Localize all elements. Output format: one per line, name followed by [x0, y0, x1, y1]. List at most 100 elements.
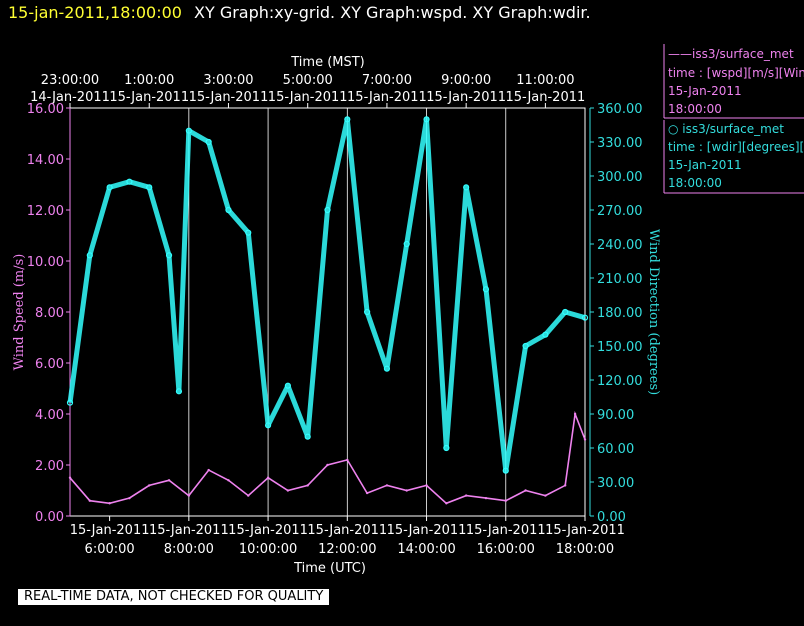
left-axis-label: Wind Speed (m/s): [12, 254, 27, 371]
wspd-point: [464, 494, 468, 497]
right-tick-label: 150.00: [597, 340, 643, 355]
bottom-tick-time: 10:00:00: [239, 542, 297, 557]
top-tick-date: 15-Jan-2011: [426, 90, 506, 105]
title-graphs: XY Graph:xy-grid. XY Graph:wspd. XY Grap…: [194, 3, 591, 22]
title-date: 15-jan-2011,18:00:00: [8, 3, 182, 22]
right-tick-label: 90.00: [597, 408, 634, 423]
top-tick-date: 15-Jan-2011: [109, 90, 189, 105]
right-tick-label: 180.00: [597, 306, 643, 321]
left-tick-label: 16.00: [27, 102, 64, 117]
legend-wspd-line4: 18:00:00: [668, 102, 722, 116]
legend-wspd-line1: ——iss3/surface_met: [668, 47, 794, 61]
top-axis-ticks: 23:00:00 14-Jan-2011 1:00:00 15-Jan-2011 3:0…: [30, 73, 585, 108]
wspd-point: [484, 496, 488, 500]
wspd-point: [326, 463, 329, 467]
wspd-point: [306, 484, 309, 487]
wspd-point: [385, 484, 389, 487]
top-tick-date: 15-Jan-2011: [189, 90, 269, 105]
right-axis-label: Wind Direction (degrees): [646, 229, 661, 395]
top-axis-label: Time (MST): [290, 55, 365, 70]
wspd-point: [207, 468, 210, 472]
top-tick-date: 14-Jan-2011: [30, 90, 110, 105]
bottom-tick-date: 15-Jan-2011: [70, 523, 150, 538]
left-tick-label: 12.00: [27, 204, 64, 219]
bottom-tick-date: 15-Jan-2011: [387, 523, 467, 538]
top-tick-date: 15-Jan-2011: [268, 90, 348, 105]
wspd-point: [544, 494, 547, 497]
bottom-tick-date: 15-Jan-2011: [466, 523, 546, 538]
wspd-point: [445, 502, 448, 505]
top-tick-time: 23:00:00: [41, 73, 99, 88]
wspd-point: [247, 494, 250, 497]
wspd-point: [583, 438, 587, 441]
bottom-tick-time: 18:00:00: [556, 542, 614, 557]
wspd-point: [405, 489, 408, 492]
right-axis-ticks: 0.00 30.00 60.00 90.00 120.00 150.00 180.00 210…: [590, 102, 643, 525]
wdir-trace: [67, 116, 586, 474]
legend-wdir-line1: ○ iss3/surface_met: [668, 122, 784, 136]
bottom-tick-time: 8:00:00: [164, 542, 214, 557]
bottom-tick-time: 16:00:00: [477, 542, 535, 557]
top-tick-time: 7:00:00: [362, 73, 412, 88]
wspd-point: [504, 499, 507, 502]
bottom-tick-date: 15-Jan-2011: [149, 523, 229, 538]
right-tick-label: 270.00: [597, 204, 643, 219]
right-tick-label: 360.00: [597, 102, 643, 117]
wspd-series: [68, 410, 587, 505]
right-tick-label: 30.00: [597, 476, 634, 491]
right-tick-label: 240.00: [597, 238, 643, 253]
bottom-axis-ticks: 15-Jan-2011 6:00:00 15-Jan-2011 8:00:00 15-J…: [70, 516, 625, 557]
wspd-point: [365, 491, 369, 495]
left-tick-label: 8.00: [35, 306, 64, 321]
wspd-point: [68, 476, 72, 479]
top-tick-date: 15-Jan-2011: [505, 90, 585, 105]
top-tick-time: 5:00:00: [283, 73, 333, 88]
wspd-point: [573, 412, 577, 416]
bottom-tick-date: 15-Jan-2011: [545, 523, 625, 538]
legend-wdir-line2: time : [wdir][degrees][W: [668, 140, 804, 154]
wspd-point: [128, 496, 131, 500]
legend-wdir-line4: 18:00:00: [668, 176, 722, 190]
right-tick-label: 210.00: [597, 272, 643, 287]
wspd-line: [69, 410, 586, 505]
top-tick-time: 11:00:00: [516, 73, 574, 88]
wspd-point: [148, 484, 151, 487]
legend-wspd-line3: 15-Jan-2011: [668, 84, 742, 98]
bottom-tick-date: 15-Jan-2011: [307, 523, 387, 538]
wdir-series: [66, 116, 589, 474]
wspd-point: [108, 502, 111, 505]
bottom-axis-label: Time (UTC): [293, 561, 366, 576]
wspd-point: [187, 494, 191, 497]
legend-wspd-line2: time : [wspd][m/s][Wind: [668, 66, 804, 80]
left-tick-label: 0.00: [35, 510, 64, 525]
bottom-tick-time: 14:00:00: [397, 542, 455, 557]
right-tick-label: 0.00: [597, 510, 626, 525]
right-tick-label: 60.00: [597, 442, 634, 457]
wspd-point: [286, 489, 290, 492]
wspd-point: [227, 479, 230, 482]
quality-warning: REAL-TIME DATA, NOT CHECKED FOR QUALITY: [18, 589, 330, 605]
top-tick-time: 1:00:00: [124, 73, 174, 88]
left-axis-ticks: 0.00 2.00 4.00 6.00 8.00 10.00 12.00 14.00 16.00: [27, 102, 70, 525]
wspd-point: [88, 499, 92, 502]
right-tick-label: 300.00: [597, 170, 643, 185]
wspd-point: [346, 458, 349, 462]
legend-wdir-line3: 15-Jan-2011: [668, 158, 742, 172]
left-tick-label: 14.00: [27, 153, 64, 168]
top-tick-time: 9:00:00: [441, 73, 491, 88]
right-tick-label: 330.00: [597, 136, 643, 151]
wspd-point: [266, 476, 270, 479]
top-tick-date: 15-Jan-2011: [347, 90, 427, 105]
left-tick-label: 2.00: [35, 459, 64, 474]
top-tick-time: 3:00:00: [203, 73, 253, 88]
bottom-tick-time: 6:00:00: [85, 542, 135, 557]
right-tick-label: 120.00: [597, 374, 643, 389]
wspd-point: [167, 479, 171, 482]
bottom-tick-date: 15-Jan-2011: [228, 523, 308, 538]
wspd-point: [425, 484, 428, 487]
legend: ——iss3/surface_met time : [wspd][m/s][Wi…: [663, 44, 804, 194]
wspd-point: [563, 484, 567, 487]
wspd-point: [524, 489, 527, 492]
left-tick-label: 10.00: [27, 255, 64, 270]
